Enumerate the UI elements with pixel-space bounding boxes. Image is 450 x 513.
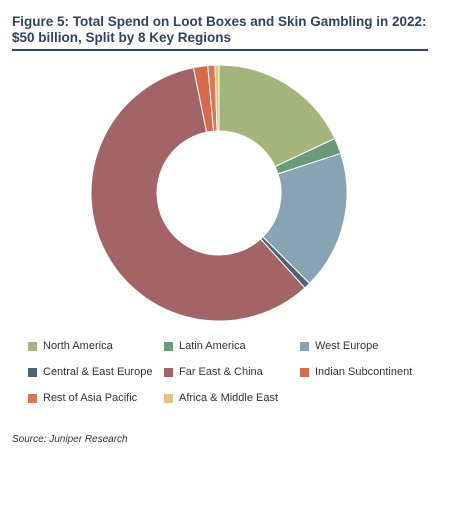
donut-chart: [90, 64, 348, 322]
source-note: Source: Juniper Research: [12, 434, 128, 445]
legend-swatch: [28, 367, 37, 377]
legend-label: Africa & Middle East: [179, 392, 279, 404]
legend-item: North America: [28, 340, 113, 352]
legend-item: Central & East Europe: [28, 366, 152, 378]
legend-label: North America: [43, 340, 113, 352]
legend-label: Indian Subcontinent: [315, 366, 413, 378]
slice-africa-middle-east: [214, 64, 220, 132]
slice-north-america: [218, 64, 336, 168]
legend-swatch: [164, 341, 173, 351]
legend-item: Indian Subcontinent: [300, 366, 412, 378]
legend-swatch: [164, 393, 173, 403]
legend-label: Latin America: [179, 340, 246, 352]
legend-swatch: [300, 341, 309, 351]
legend-swatch: [164, 367, 173, 377]
figure-title: Figure 5: Total Spend on Loot Boxes and …: [12, 14, 427, 45]
legend-label: Far East & China: [179, 366, 263, 378]
legend-item: Africa & Middle East: [164, 392, 278, 404]
legend-swatch: [28, 341, 37, 351]
legend-item: Rest of Asia Pacific: [28, 392, 137, 404]
legend-swatch: [300, 367, 309, 377]
legend-label: Central & East Europe: [43, 366, 153, 378]
legend-swatch: [28, 393, 37, 403]
legend-label: Rest of Asia Pacific: [43, 392, 138, 404]
slice-far-east-china: [90, 66, 306, 322]
legend-label: West Europe: [315, 340, 379, 352]
legend-item: West Europe: [300, 340, 378, 352]
legend-item: Latin America: [164, 340, 246, 352]
legend-item: Far East & China: [164, 366, 263, 378]
title-rule: [12, 49, 428, 51]
